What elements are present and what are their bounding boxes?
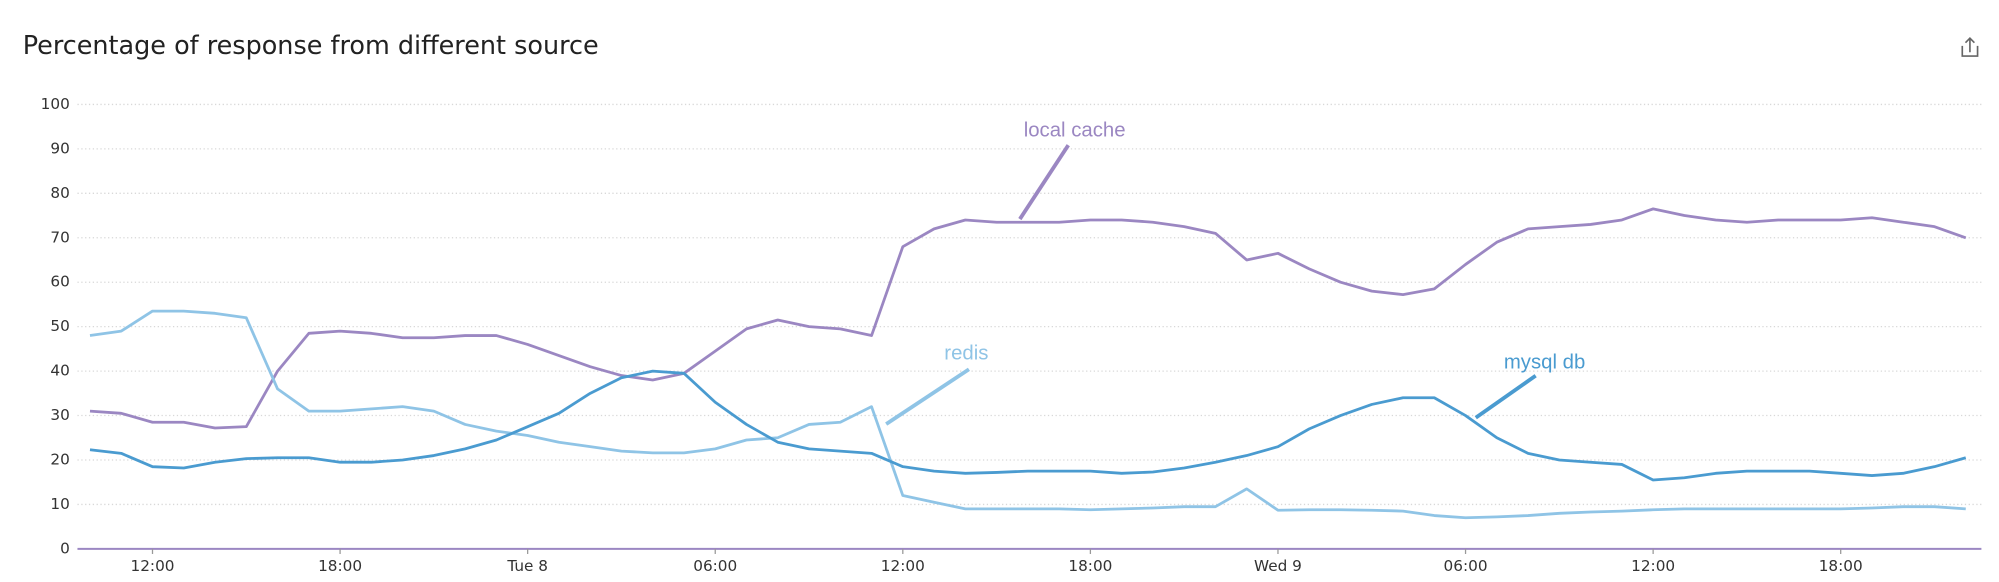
x-tick-label: 06:00 [693, 557, 737, 575]
series-line [89, 207, 1967, 430]
x-tick-label: 12:00 [1631, 557, 1675, 575]
y-tick-label: 60 [50, 273, 69, 291]
x-tick-label: 18:00 [1819, 557, 1863, 575]
x-tick-label: 06:00 [1444, 557, 1488, 575]
series-label: redis [944, 342, 988, 364]
y-tick-label: 100 [41, 95, 70, 113]
x-tick-label: 12:00 [131, 557, 175, 575]
annotation-pointer [885, 367, 970, 426]
x-tick-label: Wed 9 [1254, 557, 1302, 575]
y-tick-label: 0 [60, 539, 70, 557]
x-tick-label: Tue 8 [506, 557, 548, 575]
y-tick-label: 40 [50, 362, 69, 380]
x-tick-label: 18:00 [318, 557, 362, 575]
y-tick-label: 20 [50, 450, 69, 468]
series-line [89, 309, 1966, 520]
share-icon-box[interactable] [1961, 45, 1979, 57]
share-icon-arrow[interactable] [1964, 37, 1975, 53]
chart-title: Percentage of response from different so… [23, 31, 599, 61]
y-tick-label: 10 [50, 495, 69, 513]
series-line [89, 369, 1967, 482]
y-tick-label: 90 [50, 139, 69, 157]
y-tick-label: 80 [50, 184, 69, 202]
annotation-pointer [1018, 144, 1070, 221]
x-tick-label: 18:00 [1068, 557, 1112, 575]
share-icon[interactable] [1961, 37, 1979, 57]
series-label: mysql db [1504, 351, 1585, 373]
annotation-pointer [1474, 374, 1537, 420]
y-tick-label: 70 [50, 228, 69, 246]
series-label: local cache [1024, 120, 1126, 142]
y-tick-label: 30 [50, 406, 69, 424]
x-tick-label: 12:00 [881, 557, 925, 575]
y-tick-label: 50 [50, 317, 69, 335]
